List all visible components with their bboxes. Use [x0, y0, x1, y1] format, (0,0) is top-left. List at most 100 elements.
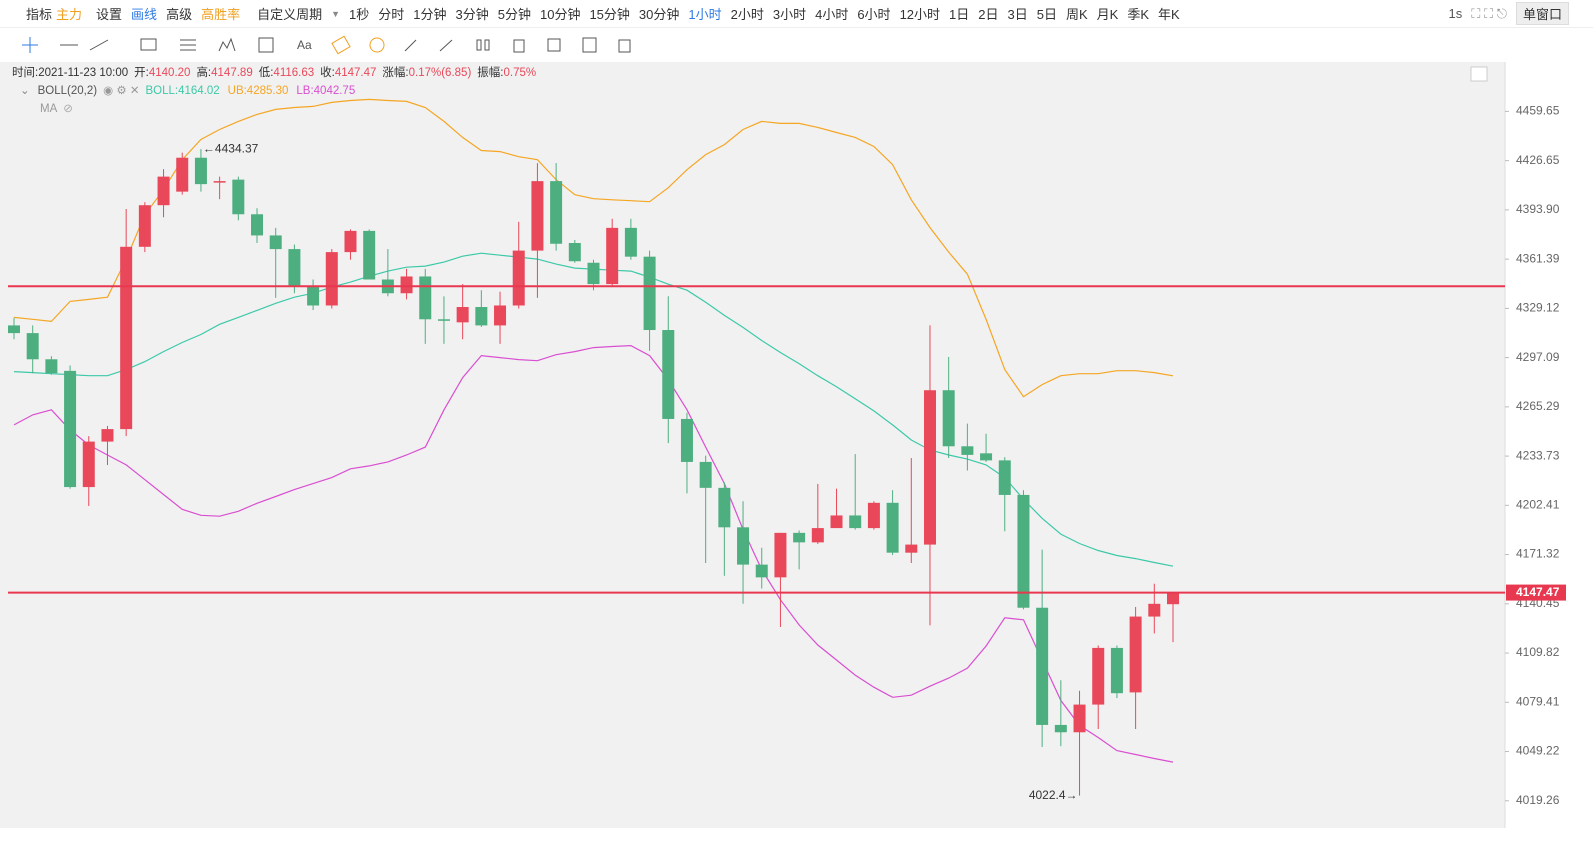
period-button[interactable]: 分时 [378, 7, 405, 22]
y-tick-label: 4361.39 [1516, 251, 1560, 265]
candle-body [923, 390, 936, 545]
toolbar-item[interactable]: 指标 [26, 7, 53, 22]
delete-tool[interactable] [618, 39, 631, 53]
period-button[interactable]: 3分钟 [455, 7, 489, 22]
period-button[interactable]: 6小时 [857, 7, 891, 22]
indicator-label: BOLL(20,2) [37, 85, 98, 97]
toolbar-item[interactable]: 设置 [96, 7, 123, 22]
y-tick-label: 4297.09 [1516, 350, 1560, 364]
font-tool[interactable]: Aa [297, 38, 312, 52]
copy-tool[interactable] [547, 38, 561, 52]
candle-body [194, 157, 207, 185]
y-tick-label: 4426.65 [1516, 153, 1560, 167]
candle-body [363, 230, 376, 280]
period-button[interactable]: 1日 [949, 7, 970, 22]
period-button[interactable]: 1秒 [349, 7, 370, 22]
period-button[interactable]: 5分钟 [497, 7, 531, 22]
period-button[interactable]: 12小时 [899, 7, 941, 22]
candle-body [811, 528, 824, 543]
candle-body [886, 502, 899, 553]
expand-button[interactable] [1470, 66, 1488, 82]
period-menu[interactable]: 自定义周期 [257, 7, 323, 22]
dropdown-caret[interactable]: ▼ [331, 8, 341, 19]
refresh-rate[interactable]: 1s [1448, 6, 1463, 21]
brush-tool[interactable] [439, 39, 453, 52]
candle-body [45, 359, 58, 374]
trend-tool[interactable] [89, 39, 109, 51]
indicator-icons[interactable]: ◉ ⚙ ✕ [103, 85, 140, 97]
arrow: ← [203, 141, 215, 155]
candle-tool[interactable] [476, 39, 490, 51]
candle-body [1054, 724, 1067, 733]
candle-body [82, 441, 95, 488]
candle-body [1129, 616, 1142, 693]
y-tick-label: 4019.26 [1516, 793, 1560, 807]
rect-tool[interactable] [140, 38, 157, 51]
candle-body [643, 256, 656, 331]
info-label: 低: [258, 67, 274, 79]
candle-body [998, 460, 1011, 495]
period-button[interactable]: 10分钟 [539, 7, 581, 22]
collapse-caret[interactable]: ⌄ [20, 85, 30, 97]
info-value: 0.17%(6.85) [408, 67, 472, 79]
candle-body [232, 179, 245, 215]
magnet-tool[interactable] [331, 35, 351, 55]
y-tick-label: 4329.12 [1516, 301, 1560, 315]
lock-tool[interactable] [513, 39, 525, 53]
last-price-tag [1506, 584, 1566, 601]
crosshair-tool[interactable] [22, 37, 38, 53]
candle-body [905, 544, 918, 553]
candle-body [793, 532, 806, 543]
ohlc-row: 时间:2021-11-23 10:00 开:4140.20 高:4147.89 低:4… [12, 64, 542, 82]
candle-body [26, 333, 39, 360]
plot-background [0, 62, 1505, 828]
drawing-toolbar: Aa [0, 30, 1593, 60]
edit-tool[interactable] [582, 37, 597, 53]
toolbar-item[interactable]: 高级 [166, 7, 193, 22]
low-label: 4022.4 [1029, 788, 1066, 802]
ma-hidden-icon[interactable]: ⊘ [63, 103, 73, 115]
period-button[interactable]: 1小时 [688, 7, 722, 22]
channel-tool[interactable] [180, 39, 196, 51]
period-button[interactable]: 15分钟 [589, 7, 630, 22]
y-tick-label: 4171.32 [1516, 547, 1560, 561]
period-button[interactable]: 5日 [1036, 7, 1057, 22]
candle-body [867, 502, 880, 529]
window-select[interactable]: 单窗口 [1515, 2, 1569, 25]
period-button[interactable]: 4小时 [815, 7, 849, 22]
toolbar-item[interactable]: 高胜率 [201, 7, 241, 22]
axis-background [1505, 62, 1568, 828]
candle-body [213, 181, 226, 183]
y-tick-label: 4265.29 [1516, 399, 1560, 413]
period-button[interactable]: 年K [1157, 7, 1180, 22]
wave-tool[interactable] [218, 37, 236, 52]
candle-body [456, 307, 469, 323]
y-tick-label: 4233.73 [1516, 448, 1560, 462]
hide-tool[interactable] [369, 37, 385, 53]
info-label: 高: [196, 67, 212, 79]
period-button[interactable]: 周K [1065, 7, 1088, 22]
period-button[interactable]: 3日 [1007, 7, 1028, 22]
pen-tool[interactable] [404, 39, 417, 52]
period-button[interactable]: 月K [1096, 7, 1119, 22]
period-button[interactable]: 2小时 [730, 7, 764, 22]
toolbar-item[interactable]: 画线 [131, 7, 158, 22]
y-tick-label: 4079.41 [1516, 694, 1560, 708]
period-button[interactable]: 2日 [978, 7, 999, 22]
last-price-label: 4147.47 [1516, 585, 1560, 599]
info-value: 4140.20 [148, 67, 191, 79]
period-button[interactable]: 30分钟 [638, 7, 680, 22]
measure-tool[interactable] [258, 37, 274, 53]
period-button[interactable]: 1分钟 [413, 7, 447, 22]
info-value: 0.75% [503, 67, 537, 79]
indicator-line [13, 344, 1174, 763]
info-label: 收: [320, 67, 335, 79]
period-button[interactable]: 季K [1127, 7, 1149, 22]
period-button[interactable]: 3小时 [772, 7, 807, 22]
candle-body [830, 515, 843, 529]
window-icons[interactable]: ⛶ ⛶ ⎋ [1471, 5, 1507, 21]
candle-body [494, 305, 507, 326]
candle-body [980, 453, 993, 461]
